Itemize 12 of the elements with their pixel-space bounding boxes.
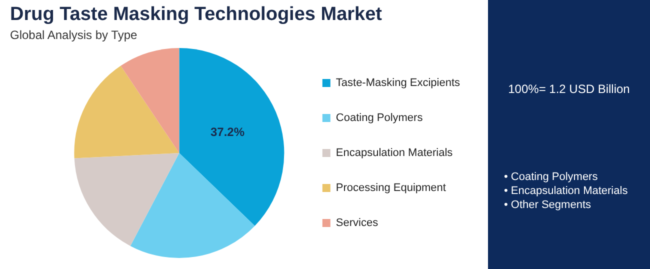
text: • Encapsulation Materials <box>504 184 628 198</box>
legend-label: Processing Equipment <box>336 182 446 194</box>
data-label: 37.2% <box>210 124 245 139</box>
chart-title: Drug Taste Masking Technologies Market <box>10 4 382 26</box>
chart-subtitle: Global Analysis by Type <box>10 28 138 42</box>
text: • Other Segments <box>504 198 592 212</box>
text: 100%= 1.2 USD Billion <box>507 82 631 96</box>
legend-label: Coating Polymers <box>336 112 424 124</box>
legend-label: Encapsulation Materials <box>336 147 454 160</box>
legend-label: Taste-Masking Excipients <box>336 77 460 90</box>
legend-label: Services <box>336 217 379 230</box>
text: • Coating Polymers <box>504 170 599 184</box>
